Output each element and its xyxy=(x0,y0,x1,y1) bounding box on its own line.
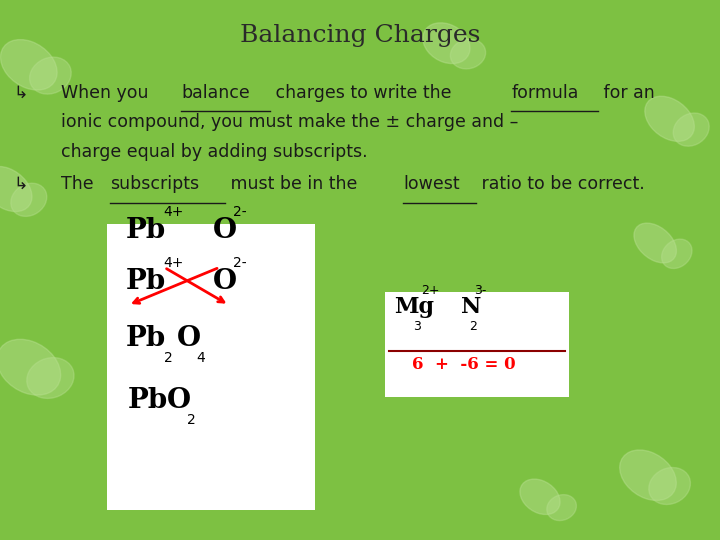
Ellipse shape xyxy=(620,450,676,501)
Ellipse shape xyxy=(673,113,709,146)
Ellipse shape xyxy=(645,96,694,141)
Text: Pb: Pb xyxy=(126,217,166,244)
Text: O: O xyxy=(212,268,237,295)
Ellipse shape xyxy=(662,239,692,268)
Text: 2-: 2- xyxy=(233,205,246,219)
Ellipse shape xyxy=(423,23,470,64)
Text: ionic compound, you must make the ± charge and –: ionic compound, you must make the ± char… xyxy=(61,113,518,131)
Text: 2+: 2+ xyxy=(421,284,440,298)
Text: Pb: Pb xyxy=(128,387,168,414)
Text: charge equal by adding subscripts.: charge equal by adding subscripts. xyxy=(61,143,368,161)
Ellipse shape xyxy=(0,339,60,395)
Text: must be in the: must be in the xyxy=(225,175,364,193)
Text: 6  +  -6 = 0: 6 + -6 = 0 xyxy=(412,356,516,373)
Text: charges to write the: charges to write the xyxy=(270,84,457,102)
Ellipse shape xyxy=(520,479,560,515)
Text: 4+: 4+ xyxy=(163,205,184,219)
Text: 2-: 2- xyxy=(233,256,246,271)
Text: formula: formula xyxy=(511,84,579,102)
Text: 4+: 4+ xyxy=(163,256,184,271)
Text: lowest: lowest xyxy=(403,175,460,193)
Ellipse shape xyxy=(649,468,690,504)
Text: Balancing Charges: Balancing Charges xyxy=(240,24,480,48)
Text: O: O xyxy=(212,217,237,244)
Ellipse shape xyxy=(450,39,486,69)
Text: O: O xyxy=(176,325,201,352)
Ellipse shape xyxy=(1,39,57,90)
Text: 2: 2 xyxy=(469,320,477,334)
Text: 3: 3 xyxy=(413,320,421,334)
Ellipse shape xyxy=(634,223,676,263)
Text: Pb: Pb xyxy=(126,325,166,352)
Text: ↳: ↳ xyxy=(13,175,27,193)
Text: for an: for an xyxy=(598,84,655,102)
Text: 3-: 3- xyxy=(474,284,487,298)
Bar xyxy=(385,292,569,397)
Text: ratio to be correct.: ratio to be correct. xyxy=(477,175,645,193)
Text: The: The xyxy=(61,175,99,193)
Text: Mg: Mg xyxy=(395,296,435,318)
Bar xyxy=(107,224,315,510)
Text: 2: 2 xyxy=(187,413,196,427)
Text: 4: 4 xyxy=(197,351,205,365)
Text: subscripts: subscripts xyxy=(110,175,199,193)
Text: ↳: ↳ xyxy=(13,84,27,102)
Ellipse shape xyxy=(30,57,71,94)
Text: When you: When you xyxy=(61,84,154,102)
Text: Pb: Pb xyxy=(126,268,166,295)
Text: balance: balance xyxy=(181,84,250,102)
Text: O: O xyxy=(167,387,192,414)
Text: 2: 2 xyxy=(164,351,173,365)
Ellipse shape xyxy=(11,183,47,217)
Text: N: N xyxy=(461,296,481,318)
Ellipse shape xyxy=(0,166,32,212)
Ellipse shape xyxy=(27,357,74,399)
Ellipse shape xyxy=(546,495,577,521)
